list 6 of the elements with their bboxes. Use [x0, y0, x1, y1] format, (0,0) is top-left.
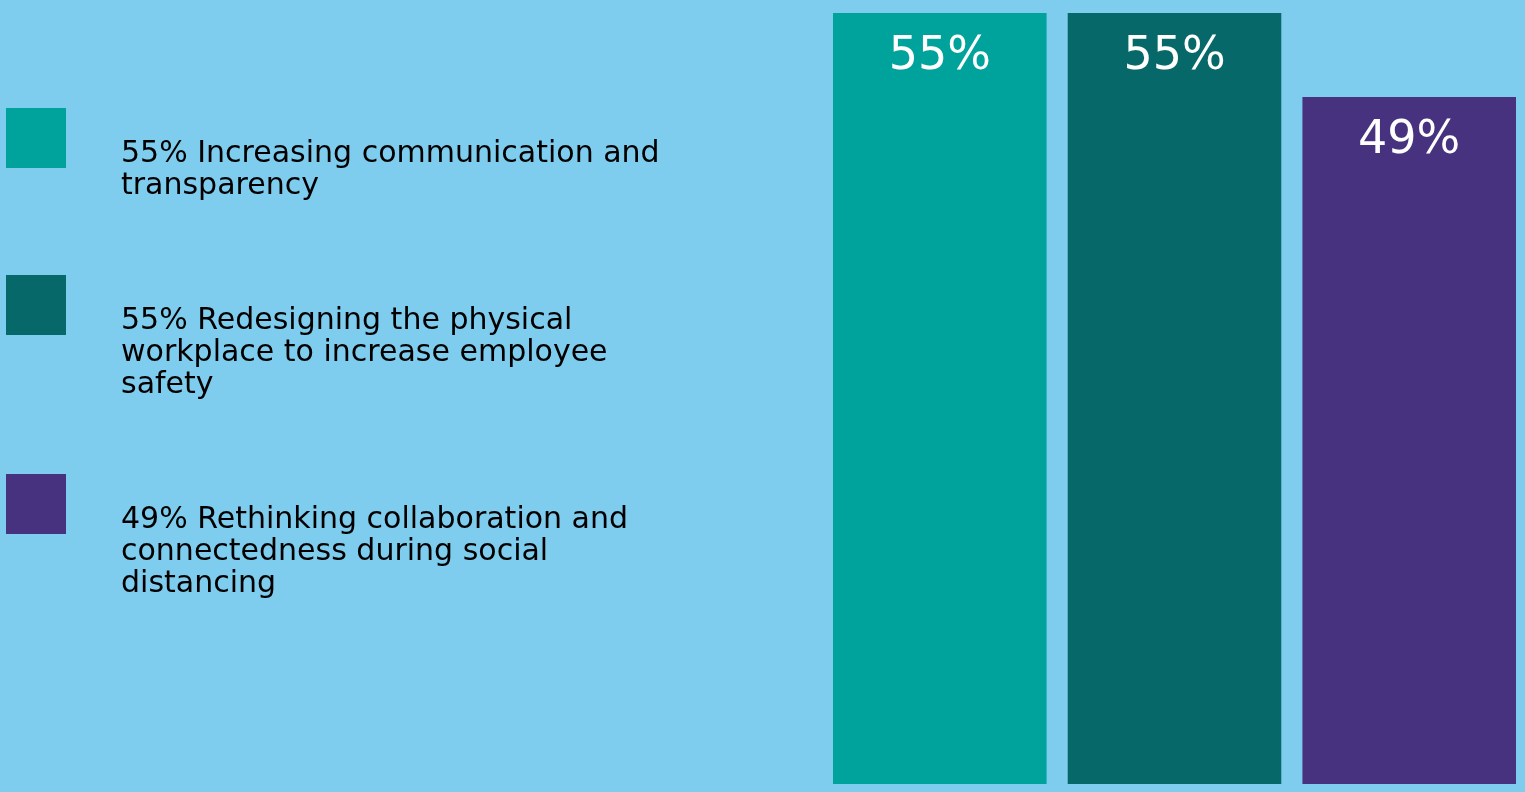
- data-label: 49%: [1358, 110, 1461, 165]
- legend-label: 49% Rethinking collaboration and connectedness during social distancing: [121, 500, 629, 599]
- legend-label: 55% Increasing communication and transparency: [121, 134, 660, 201]
- data-label: 55%: [1123, 26, 1226, 80]
- data-label: 55%: [888, 26, 991, 80]
- legend-label: 55% Redesigning the physical workplace to increase employee safety: [121, 301, 608, 400]
